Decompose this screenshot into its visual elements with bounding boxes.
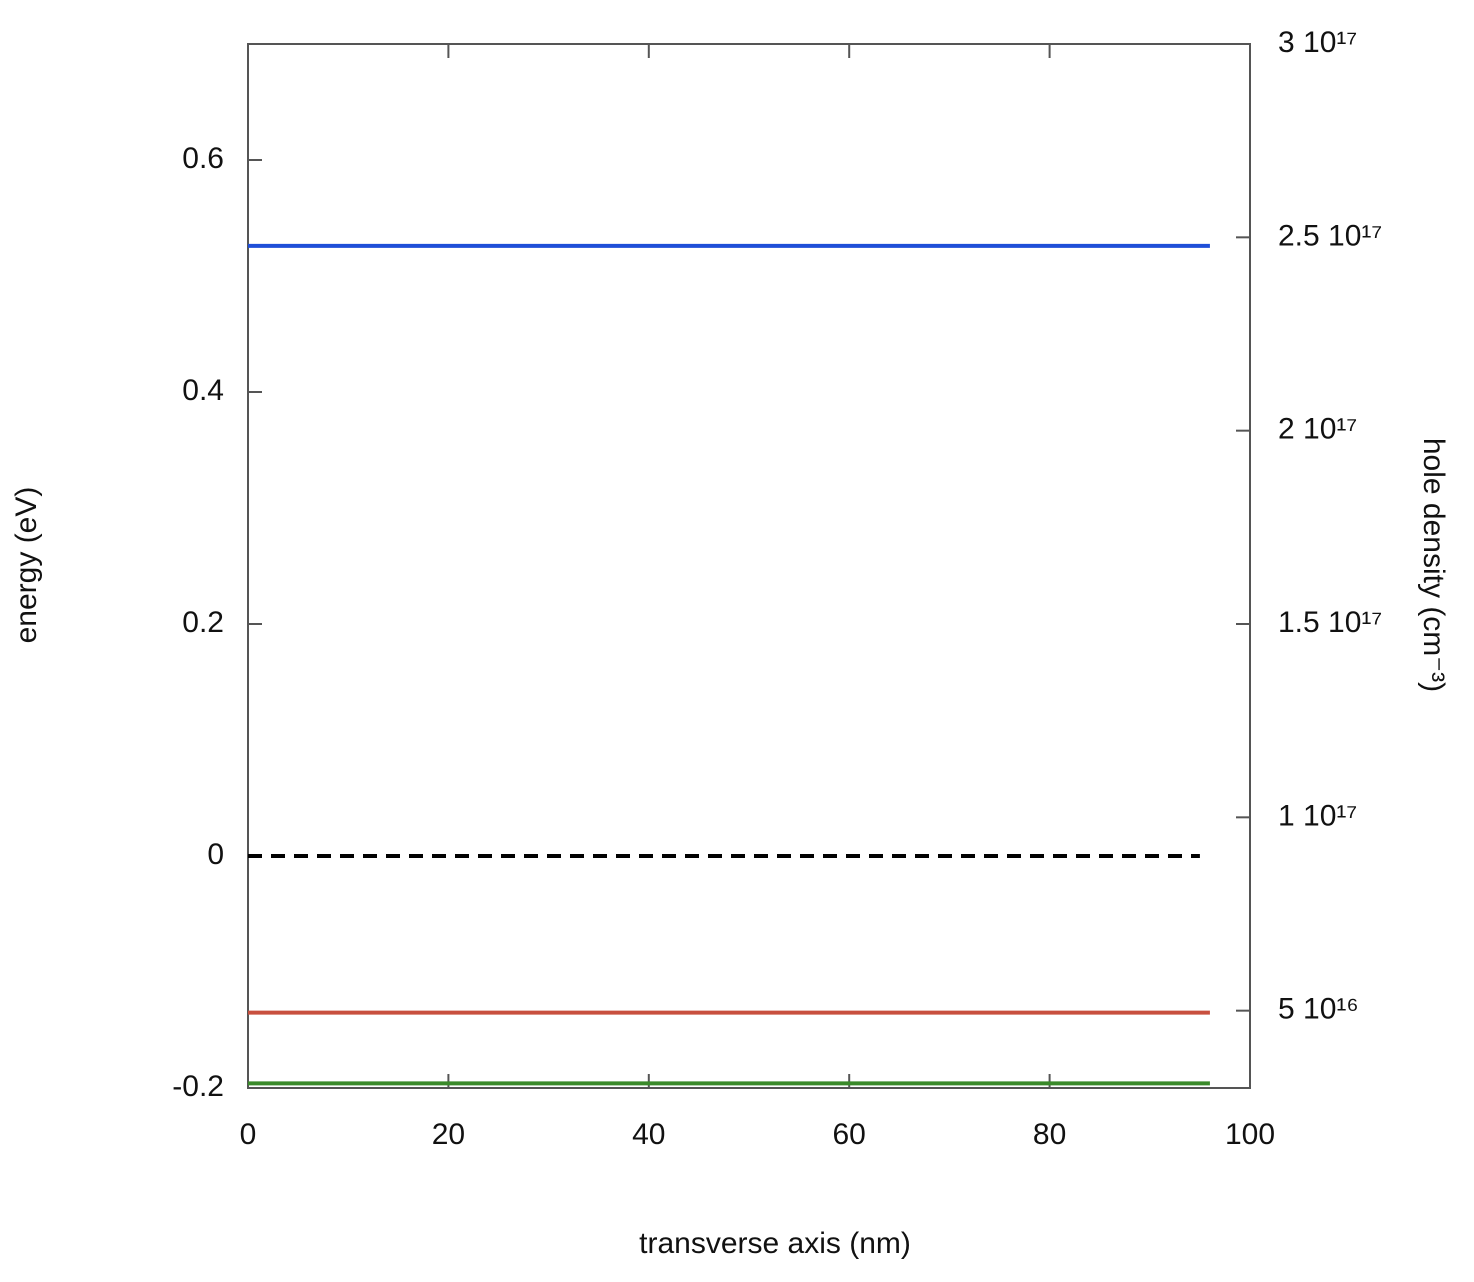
y-tick-label: 0.2	[182, 606, 224, 639]
y2-axis-title: hole density (cm⁻³)	[1417, 438, 1450, 692]
y-tick-label: 0	[207, 838, 224, 871]
x-tick-label: 40	[632, 1118, 665, 1151]
x-tick-label: 60	[833, 1118, 866, 1151]
y-tick-label: -0.2	[172, 1070, 224, 1103]
plot-frame	[247, 43, 1251, 1089]
x-axis-title: transverse axis (nm)	[639, 1227, 911, 1260]
x-tick-label: 80	[1033, 1118, 1066, 1151]
x-tick-label: 100	[1225, 1118, 1275, 1151]
y-tick-label: 0.6	[182, 142, 224, 175]
y-axis-title: energy (eV)	[10, 487, 43, 644]
y2-tick-label: 5 10¹⁶	[1278, 993, 1359, 1026]
y2-tick-label: 3 10¹⁷	[1278, 26, 1357, 59]
x-tick-label: 20	[432, 1118, 465, 1151]
y2-tick-label: 1.5 10¹⁷	[1278, 606, 1382, 639]
y-tick-label: 0.4	[182, 374, 224, 407]
y2-tick-label: 2.5 10¹⁷	[1278, 219, 1382, 252]
x-tick-label: 0	[240, 1118, 257, 1151]
y2-tick-label: 2 10¹⁷	[1278, 413, 1357, 446]
y2-tick-label: 1 10¹⁷	[1278, 799, 1357, 832]
